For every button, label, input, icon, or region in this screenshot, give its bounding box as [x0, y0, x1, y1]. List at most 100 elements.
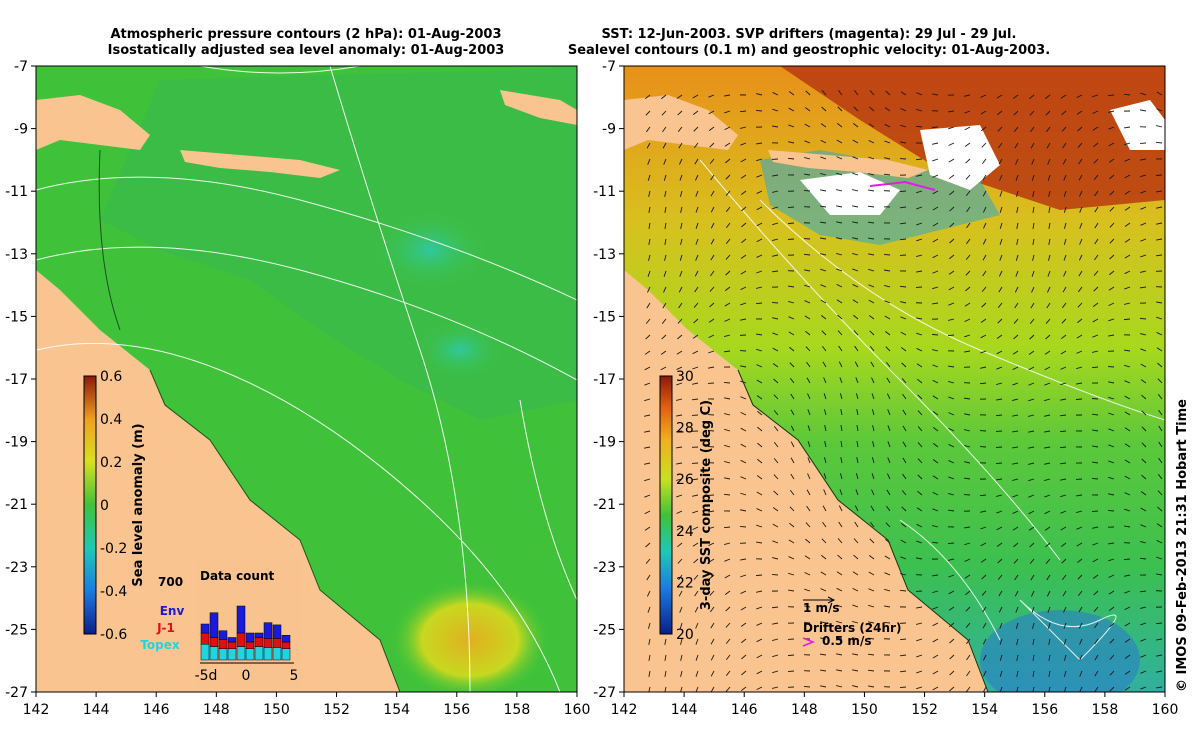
right-y-tick-label: -25 [593, 622, 616, 638]
inset-bar-env [273, 625, 281, 639]
right-x-tick-label: 156 [1031, 702, 1058, 718]
left-title-line2: Isostatically adjusted sea level anomaly… [108, 43, 505, 58]
right-y-tick-label: -19 [593, 435, 616, 451]
inset-bar-env [210, 613, 218, 638]
right-x-tick-label: 158 [1092, 702, 1119, 718]
right-y-tick-label: -15 [593, 309, 616, 325]
inset-bar-topex [255, 647, 263, 661]
left-colorbar [84, 376, 96, 634]
left-y-axis: -7-9-11-13-15-17-19-21-23-25-27 [5, 59, 36, 701]
left-y-tick-label: -13 [5, 247, 28, 263]
right-colorbar-tick-label: 22 [676, 575, 694, 591]
left-y-tick-label: -17 [5, 372, 28, 388]
right-x-tick-label: 160 [1152, 702, 1179, 718]
velocity-arrow [788, 671, 794, 672]
left-x-tick-label: 144 [83, 702, 110, 718]
drifters-label: Drifters (24hr) [803, 621, 901, 635]
velocity-arrow [932, 127, 938, 128]
right-y-tick-label: -11 [593, 184, 616, 200]
inset-bar-j1 [219, 640, 227, 649]
inset-legend-topex: Topex [140, 638, 180, 652]
inset-bar-topex [237, 647, 245, 661]
right-x-tick-label: 150 [851, 702, 878, 718]
right-colorbar-tick-label: 28 [676, 421, 694, 437]
velocity-arrow [756, 575, 762, 576]
velocity-arrow [900, 191, 906, 192]
left-x-tick-label: 154 [383, 702, 410, 718]
velocity-arrow [1124, 319, 1130, 320]
left-colorbar-tick-label: -0.6 [100, 627, 127, 643]
inset-bar-topex [264, 647, 272, 660]
right-y-tick-label: -9 [602, 122, 616, 138]
left-x-tick-label: 156 [443, 702, 470, 718]
left-title-line1: Atmospheric pressure contours (2 hPa): 0… [110, 27, 501, 42]
right-y-axis: -7-9-11-13-15-17-19-21-23-25-27 [593, 59, 624, 701]
inset-bar-j1 [282, 642, 290, 649]
velocity-arrow [1108, 510, 1114, 511]
inset-bar-env [201, 624, 209, 633]
credit-text: © IMOS 09-Feb-2013 21:31 Hobart Time [1175, 399, 1190, 692]
inset-bar-env [255, 633, 263, 638]
left-colorbar-tick-label: 0.6 [100, 369, 122, 385]
left-colorbar-tick-label: 0.4 [100, 412, 122, 428]
inset-bar-topex [282, 649, 290, 660]
left-x-tick-label: 142 [23, 702, 50, 718]
left-low-anomaly [370, 210, 490, 290]
left-y-tick-label: -9 [14, 122, 28, 138]
right-colorbar-tick-label: 24 [676, 524, 694, 540]
drifter-scale-label: 0.5 m/s [822, 634, 871, 648]
left-y-tick-label: -15 [5, 309, 28, 325]
left-map: Atmospheric pressure contours (2 hPa): 0… [5, 27, 590, 718]
inset-bar-j1 [264, 638, 272, 647]
inset-bar-env [282, 635, 290, 642]
velocity-arrow [1156, 175, 1162, 176]
inset-bar-topex [219, 649, 227, 660]
inset-bar-env [264, 623, 272, 639]
velocity-arrow [980, 495, 986, 496]
inset-title: Data count [200, 569, 275, 583]
inset-x-tick-label: 0 [242, 668, 251, 684]
left-colorbar-tick-label: -0.4 [100, 584, 127, 600]
left-colorbar-label: Sea level anomaly (m) [131, 423, 146, 586]
left-x-tick-label: 150 [263, 702, 290, 718]
velocity-arrow [804, 190, 810, 191]
velocity-arrow [948, 543, 954, 544]
right-colorbar-tick-label: 30 [676, 369, 694, 385]
right-y-tick-label: -23 [593, 560, 616, 576]
inset-bar-j1 [237, 633, 245, 647]
inset-bar-j1 [201, 633, 209, 644]
inset-bar-env [246, 633, 254, 642]
velocity-arrow [788, 655, 794, 656]
velocity-arrow [996, 463, 1002, 464]
right-x-tick-label: 148 [791, 702, 818, 718]
inset-bar-j1 [246, 642, 254, 649]
right-map-area [624, 66, 1165, 710]
inset-bar-j1 [210, 638, 218, 647]
velocity-arrow [1092, 478, 1098, 479]
left-y-tick-label: -25 [5, 622, 28, 638]
right-y-tick-label: -27 [593, 685, 616, 701]
left-colorbar-tick-label: -0.2 [100, 541, 127, 557]
velocity-arrow [756, 110, 762, 111]
inset-bar-j1 [228, 642, 236, 649]
left-colorbar-tick-label: 0.2 [100, 455, 122, 471]
right-x-tick-label: 152 [911, 702, 938, 718]
left-y-tick-label: -27 [5, 685, 28, 701]
right-y-tick-label: -7 [602, 59, 616, 75]
inset-legend-j-1: J-1 [156, 621, 175, 635]
left-y-tick-label: -7 [14, 59, 28, 75]
right-colorbar-tick-label: 26 [676, 472, 694, 488]
inset-bar-env [237, 606, 245, 633]
right-colorbar [660, 376, 672, 634]
right-title-line2: Sealevel contours (0.1 m) and geostrophi… [568, 43, 1050, 58]
right-x-tick-label: 144 [671, 702, 698, 718]
velocity-arrow [884, 254, 890, 255]
right-colorbar-label: 3-day SST composite (deg C) [699, 400, 714, 610]
right-x-tick-label: 154 [971, 702, 998, 718]
inset-x-tick-label: -5d [195, 668, 218, 684]
inset-bar-topex [228, 649, 236, 660]
velocity-scale-label: 1 m/s [803, 601, 840, 615]
velocity-arrow [996, 415, 1002, 416]
